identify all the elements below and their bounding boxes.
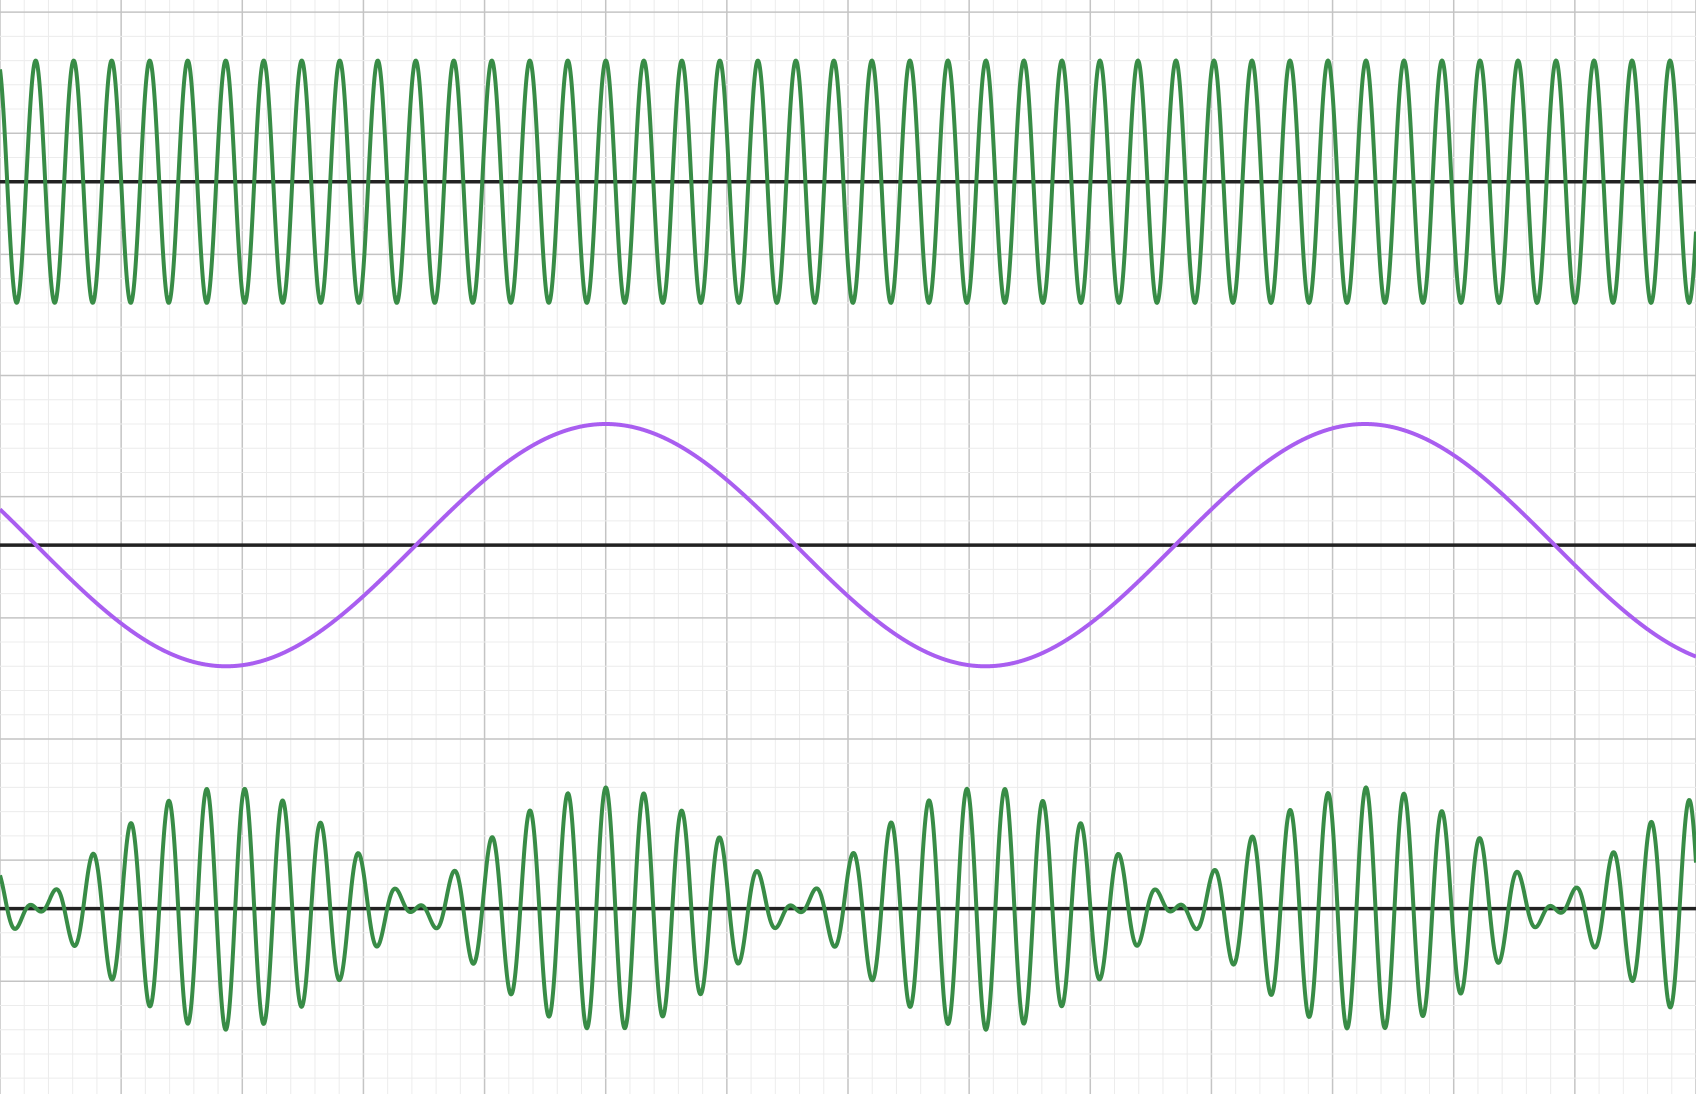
curve [0, 58, 1696, 305]
curve [0, 422, 1696, 669]
curve [0, 785, 1696, 1032]
